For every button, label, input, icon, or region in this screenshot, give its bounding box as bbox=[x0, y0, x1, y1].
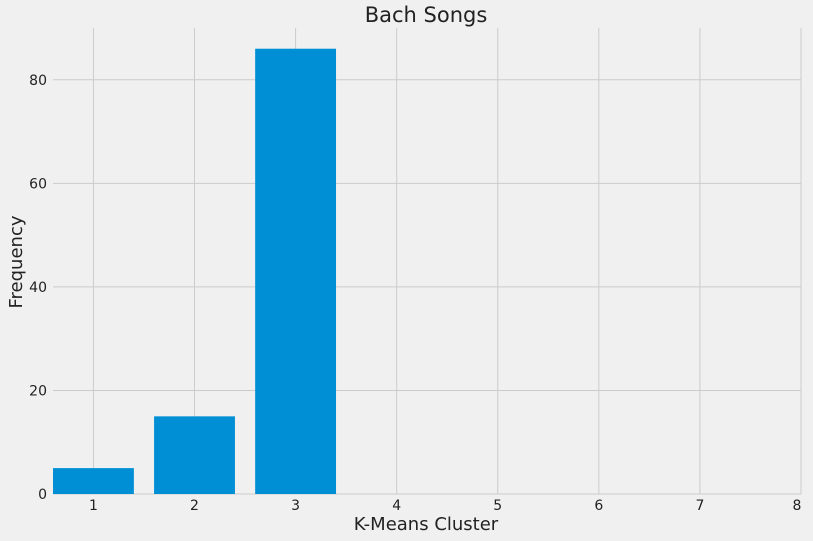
y-tick-label: 60 bbox=[29, 176, 47, 192]
bar-cluster-2 bbox=[154, 416, 235, 494]
bar-cluster-3 bbox=[255, 48, 337, 494]
y-tick-labels: 0 20 40 60 80 bbox=[29, 73, 47, 503]
x-tick-label: 5 bbox=[493, 498, 502, 514]
y-tick-label: 20 bbox=[29, 383, 47, 399]
x-tick-label: 6 bbox=[594, 498, 603, 514]
bars bbox=[53, 48, 337, 494]
y-tick-label: 40 bbox=[29, 280, 47, 296]
x-tick-labels: 1 2 3 4 5 6 7 8 bbox=[89, 498, 801, 514]
x-tick-label: 7 bbox=[695, 498, 704, 514]
x-tick-label: 1 bbox=[89, 498, 98, 514]
bar-cluster-1 bbox=[53, 468, 134, 494]
y-tick-label: 80 bbox=[29, 73, 47, 89]
x-tick-label: 4 bbox=[392, 498, 401, 514]
x-tick-label: 2 bbox=[190, 498, 199, 514]
y-tick-label: 0 bbox=[38, 487, 47, 503]
grid-lines bbox=[53, 28, 802, 495]
x-tick-label: 8 bbox=[793, 498, 802, 514]
chart-title: Bach Songs bbox=[365, 3, 488, 27]
y-axis-label: Frequency bbox=[6, 215, 27, 308]
x-axis-label: K-Means Cluster bbox=[354, 514, 499, 535]
x-tick-label: 3 bbox=[291, 498, 300, 514]
